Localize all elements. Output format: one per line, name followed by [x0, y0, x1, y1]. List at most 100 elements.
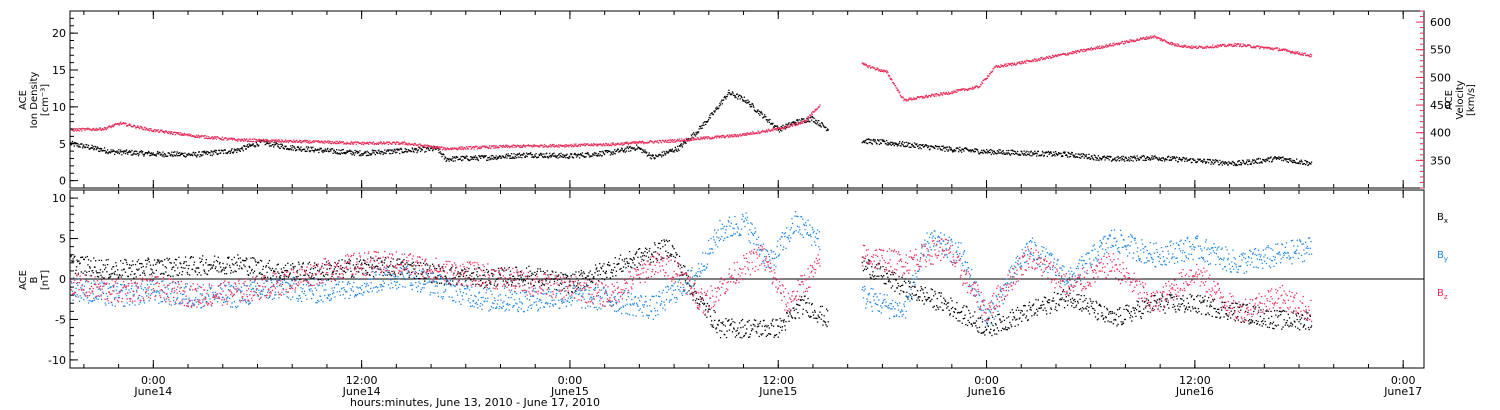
velocity-axis-title: ACEVelocity[km/s]	[1444, 80, 1477, 119]
data-point	[431, 281, 433, 284]
data-point	[159, 154, 162, 156]
data-point	[236, 139, 238, 141]
data-point	[486, 268, 488, 271]
data-point	[689, 138, 691, 140]
data-point	[890, 144, 892, 146]
data-point	[112, 149, 114, 151]
data-point	[444, 156, 446, 158]
data-point	[351, 275, 353, 277]
data-point	[514, 144, 516, 147]
data-point	[1285, 48, 1287, 51]
data-point	[981, 151, 984, 153]
data-point	[581, 152, 584, 154]
data-point	[404, 148, 406, 150]
data-point	[170, 153, 172, 156]
data-point	[496, 284, 498, 286]
data-point	[156, 129, 159, 132]
data-point	[524, 284, 526, 286]
data-point	[1219, 44, 1221, 47]
data-point	[371, 264, 373, 266]
data-point	[278, 143, 280, 146]
data-point	[1300, 161, 1302, 163]
data-point	[761, 112, 763, 114]
data-point	[1054, 155, 1056, 157]
data-point	[382, 274, 384, 277]
data-point	[177, 152, 179, 154]
data-point	[595, 152, 597, 155]
data-point	[381, 264, 384, 266]
data-point	[795, 123, 797, 126]
data-point	[105, 152, 107, 154]
data-point	[1294, 51, 1296, 53]
data-point	[556, 279, 559, 281]
data-point	[969, 150, 971, 152]
data-point	[1124, 42, 1126, 44]
data-point	[178, 256, 180, 258]
data-point	[961, 88, 963, 91]
data-point	[318, 270, 321, 272]
data-point	[640, 148, 643, 150]
data-point	[105, 128, 107, 131]
data-point	[605, 142, 607, 145]
data-point	[462, 155, 465, 158]
data-point	[270, 277, 272, 279]
data-point	[530, 145, 532, 147]
data-point	[129, 267, 131, 269]
data-point	[544, 146, 546, 148]
data-point	[636, 148, 638, 150]
data-point	[786, 124, 788, 127]
data-point	[345, 152, 347, 154]
data-point	[240, 261, 242, 264]
data-point	[671, 149, 673, 151]
data-point	[735, 97, 737, 99]
data-point	[225, 137, 228, 139]
data-point	[1171, 156, 1173, 158]
data-point	[432, 146, 434, 148]
data-point	[446, 159, 448, 161]
data-point	[866, 142, 869, 145]
data-point	[676, 150, 678, 152]
data-point	[811, 119, 813, 121]
data-point	[84, 129, 86, 132]
data-point	[532, 144, 534, 146]
data-point	[234, 270, 236, 272]
data-point	[102, 264, 104, 266]
data-point	[765, 130, 767, 133]
data-point	[437, 275, 439, 277]
data-point	[624, 151, 626, 153]
data-point	[894, 142, 896, 144]
data-point	[896, 143, 898, 145]
data-point	[399, 258, 401, 260]
data-point	[950, 147, 952, 149]
data-point	[258, 140, 260, 142]
data-point	[283, 148, 285, 150]
data-point	[1184, 160, 1186, 162]
data-point	[1094, 154, 1096, 157]
data-point	[1102, 155, 1104, 158]
data-point	[705, 123, 707, 125]
data-point	[972, 149, 974, 152]
data-point	[140, 127, 143, 129]
data-point	[85, 274, 87, 276]
data-point	[491, 272, 493, 275]
data-point	[1119, 157, 1122, 159]
data-point	[1038, 57, 1040, 60]
data-point	[935, 95, 937, 97]
data-point	[1118, 42, 1120, 44]
data-point	[464, 268, 466, 270]
data-point	[415, 143, 417, 146]
data-point	[945, 91, 947, 94]
data-point	[698, 128, 700, 130]
data-point	[327, 140, 329, 142]
data-point	[245, 257, 247, 259]
data-point	[274, 144, 276, 146]
data-point	[261, 273, 263, 276]
data-point	[883, 71, 885, 73]
data-point	[947, 149, 950, 151]
data-point	[755, 132, 757, 135]
data-point	[1013, 153, 1016, 156]
data-point	[1247, 160, 1250, 163]
data-point	[242, 150, 244, 152]
data-point	[551, 154, 553, 156]
data-point	[479, 155, 481, 158]
